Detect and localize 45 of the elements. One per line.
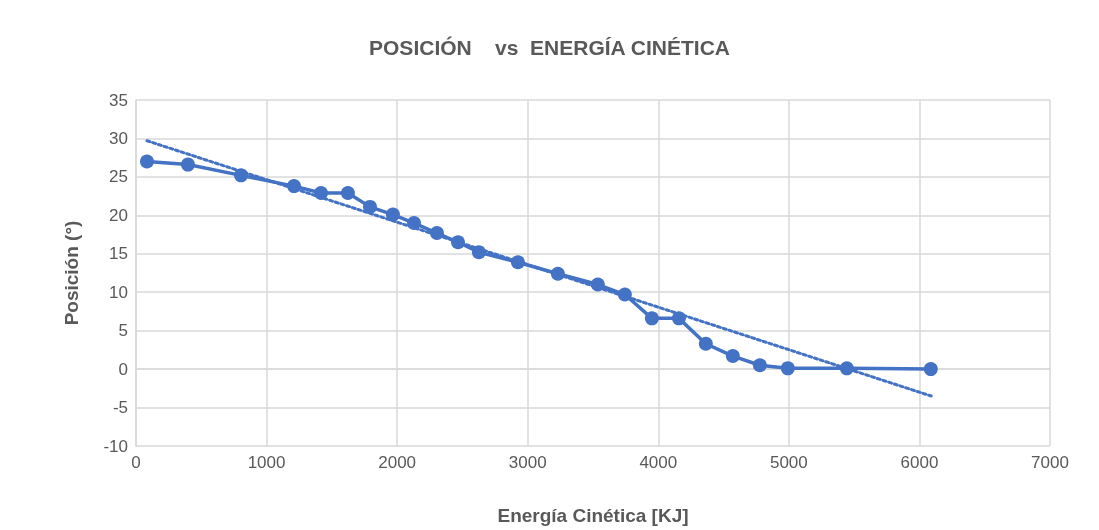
x-tick-label: 2000: [378, 453, 417, 472]
x-tick-label: 7000: [1031, 453, 1069, 472]
point: [287, 179, 301, 194]
x-axis-title: Energía Cinética [KJ]: [497, 505, 689, 526]
y-tick-label: 20: [109, 205, 128, 225]
point: [340, 186, 355, 201]
point: [550, 266, 565, 281]
point: [590, 277, 605, 292]
y-tick-label: 30: [109, 128, 128, 148]
x-tick-label: 3000: [508, 453, 547, 472]
point: [314, 186, 329, 201]
point: [180, 157, 195, 172]
point: [725, 349, 740, 364]
y-tick-label: 25: [109, 167, 128, 187]
x-tick-label: 6000: [900, 453, 939, 472]
point: [698, 336, 713, 351]
y-tick-label: 5: [118, 321, 128, 341]
point: [363, 199, 377, 214]
point: [451, 235, 465, 250]
y-tick-label: 0: [118, 359, 128, 379]
point: [780, 361, 795, 376]
point: [617, 287, 632, 302]
y-axis-title: Posición (°): [61, 220, 82, 326]
point: [671, 311, 686, 326]
y-tick-label: 35: [109, 90, 128, 110]
point: [233, 168, 248, 183]
point: [923, 362, 938, 377]
point: [407, 216, 421, 231]
x-tick-label: 4000: [639, 453, 678, 472]
x-tick-label: 5000: [769, 453, 808, 472]
point: [139, 154, 154, 169]
point: [471, 245, 486, 260]
point: [429, 226, 444, 241]
x-tick-label: 1000: [247, 453, 286, 472]
point: [385, 207, 400, 222]
chart-title: POSICIÓN vs ENERGÍA CINÉTICA: [369, 36, 730, 59]
point: [510, 255, 525, 270]
x-tick-label: 0: [131, 453, 141, 472]
y-tick-label: -10: [103, 436, 128, 456]
point: [644, 311, 659, 326]
y-tick-label: 10: [109, 282, 128, 302]
y-tick-label: 15: [109, 244, 128, 264]
point: [752, 358, 767, 373]
point: [839, 361, 854, 376]
y-tick-label: -5: [112, 398, 128, 418]
